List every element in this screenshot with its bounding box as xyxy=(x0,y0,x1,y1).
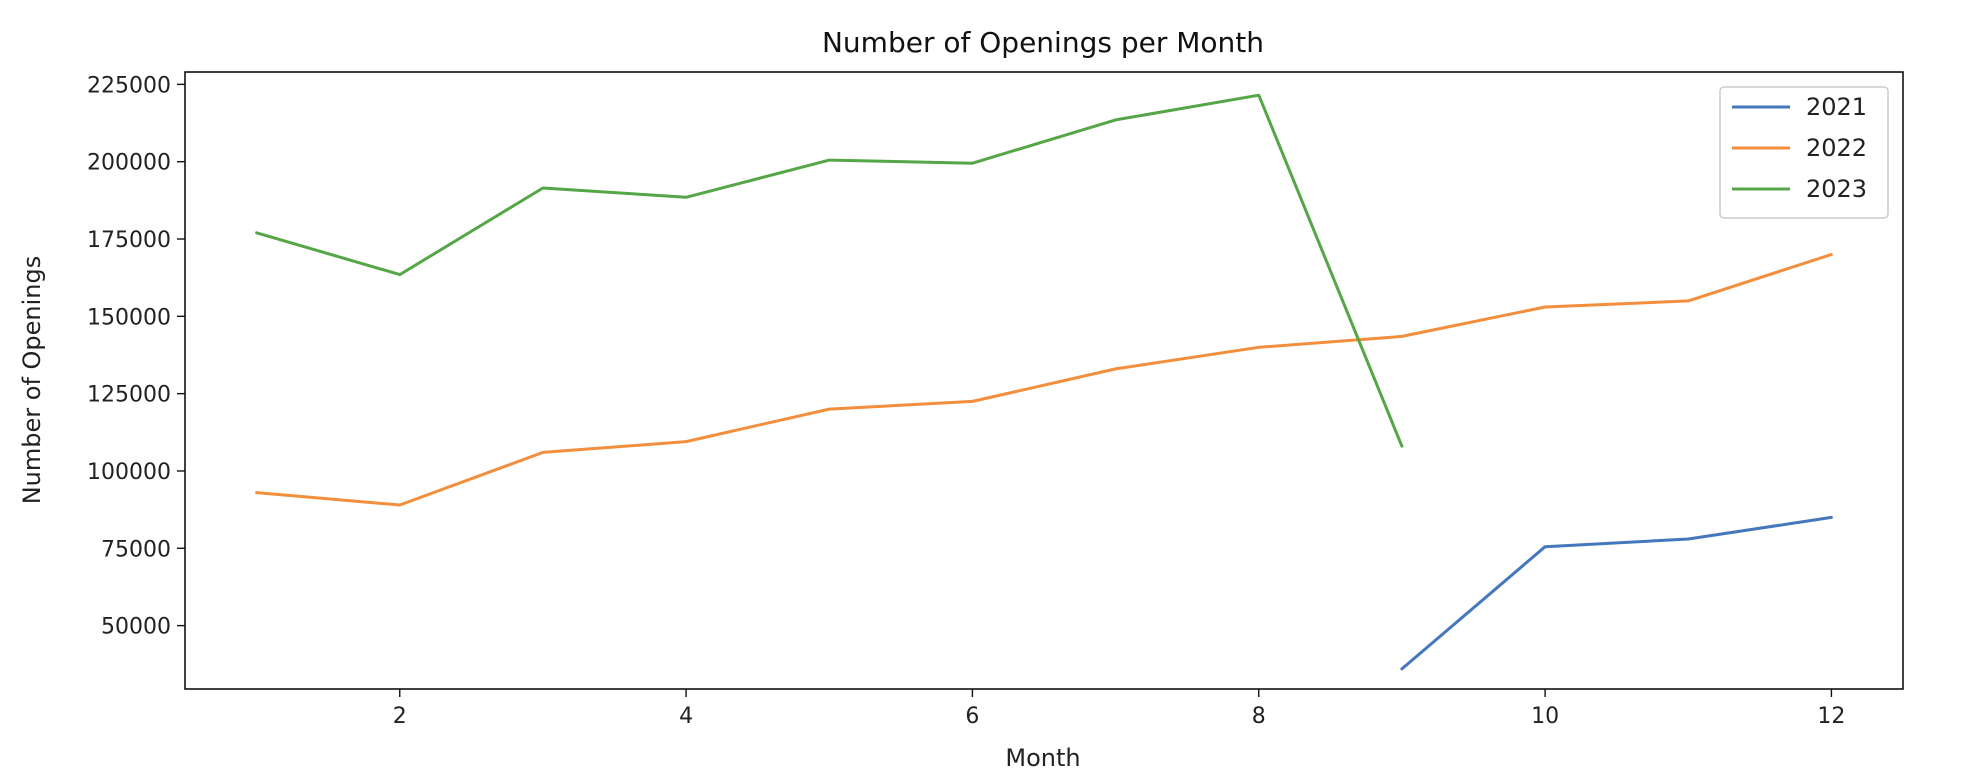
x-tick-label: 10 xyxy=(1531,704,1559,729)
y-axis: 50000 75000 100000 125000 150000 175000 200000… xyxy=(87,73,185,640)
y-axis-title: Number of Openings xyxy=(18,256,46,505)
legend-label-2023: 2023 xyxy=(1806,175,1867,203)
series-line-2021 xyxy=(1400,515,1833,671)
x-tick-label: 4 xyxy=(679,704,693,729)
y-tick-label: 50000 xyxy=(101,615,171,640)
x-tick-label: 2 xyxy=(393,704,407,729)
x-axis: 2 4 6 8 10 12 xyxy=(393,689,1845,729)
x-axis-title: Month xyxy=(1005,744,1080,772)
y-tick-label: 175000 xyxy=(87,228,171,253)
y-tick-label: 75000 xyxy=(101,537,171,562)
y-tick-label: 200000 xyxy=(87,151,171,176)
x-tick-label: 12 xyxy=(1817,704,1845,729)
series-line-2022 xyxy=(255,253,1833,507)
legend-label-2022: 2022 xyxy=(1806,134,1867,162)
y-tick-label: 125000 xyxy=(87,383,171,408)
x-tick-label: 8 xyxy=(1252,704,1266,729)
series-lines xyxy=(255,93,1833,671)
x-tick-label: 6 xyxy=(965,704,979,729)
legend: 2021 2022 2023 xyxy=(1719,86,1889,219)
plot-area xyxy=(184,71,1904,690)
legend-box xyxy=(1719,86,1889,219)
y-tick-label: 225000 xyxy=(87,73,171,98)
y-tick-label: 150000 xyxy=(87,305,171,330)
y-tick-label: 100000 xyxy=(87,460,171,485)
chart-title: Number of Openings per Month xyxy=(822,26,1264,59)
legend-label-2021: 2021 xyxy=(1806,93,1867,121)
series-line-2023 xyxy=(255,93,1404,448)
